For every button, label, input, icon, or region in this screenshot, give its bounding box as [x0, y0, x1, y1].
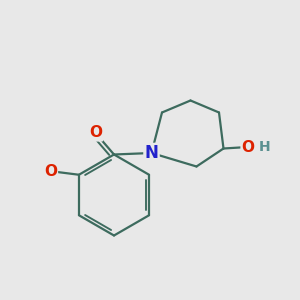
Text: N: N: [145, 144, 158, 162]
Text: O: O: [44, 164, 57, 178]
Text: H: H: [259, 140, 270, 154]
Text: O: O: [242, 140, 255, 154]
Text: O: O: [89, 125, 102, 140]
